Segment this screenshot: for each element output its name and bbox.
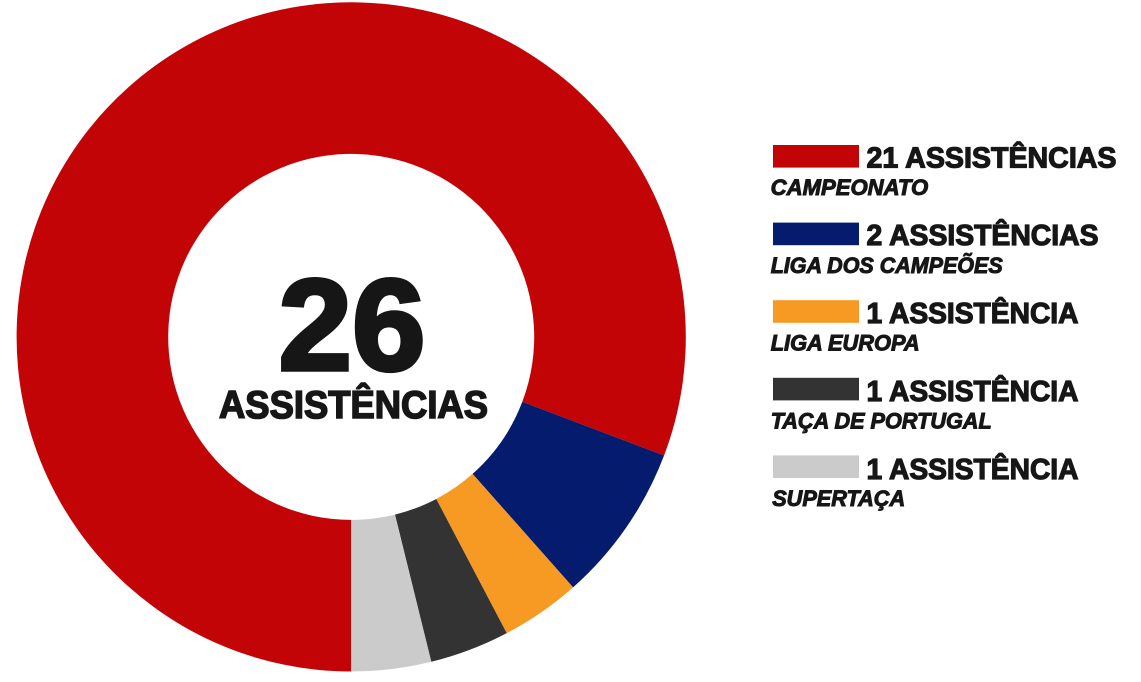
svg-text:1 ASSISTÊNCIA: 1 ASSISTÊNCIA	[867, 296, 1079, 330]
svg-text:LIGA EUROPA: LIGA EUROPA	[771, 331, 920, 356]
svg-text:1 ASSISTÊNCIA: 1 ASSISTÊNCIA	[867, 452, 1079, 486]
svg-text:26: 26	[279, 252, 426, 398]
svg-text:LIGA DOS CAMPEÕES: LIGA DOS CAMPEÕES	[771, 253, 1003, 278]
svg-text:1 ASSISTÊNCIA: 1 ASSISTÊNCIA	[867, 374, 1079, 408]
svg-text:SUPERTAÇA: SUPERTAÇA	[772, 486, 905, 511]
svg-text:2 ASSISTÊNCIAS: 2 ASSISTÊNCIAS	[867, 218, 1099, 252]
svg-text:ASSISTÊNCIAS: ASSISTÊNCIAS	[219, 383, 488, 427]
svg-text:TAÇA DE PORTUGAL: TAÇA DE PORTUGAL	[771, 408, 992, 433]
svg-text:CAMPEONATO: CAMPEONATO	[771, 175, 929, 200]
svg-text:21 ASSISTÊNCIAS: 21 ASSISTÊNCIAS	[867, 140, 1117, 174]
